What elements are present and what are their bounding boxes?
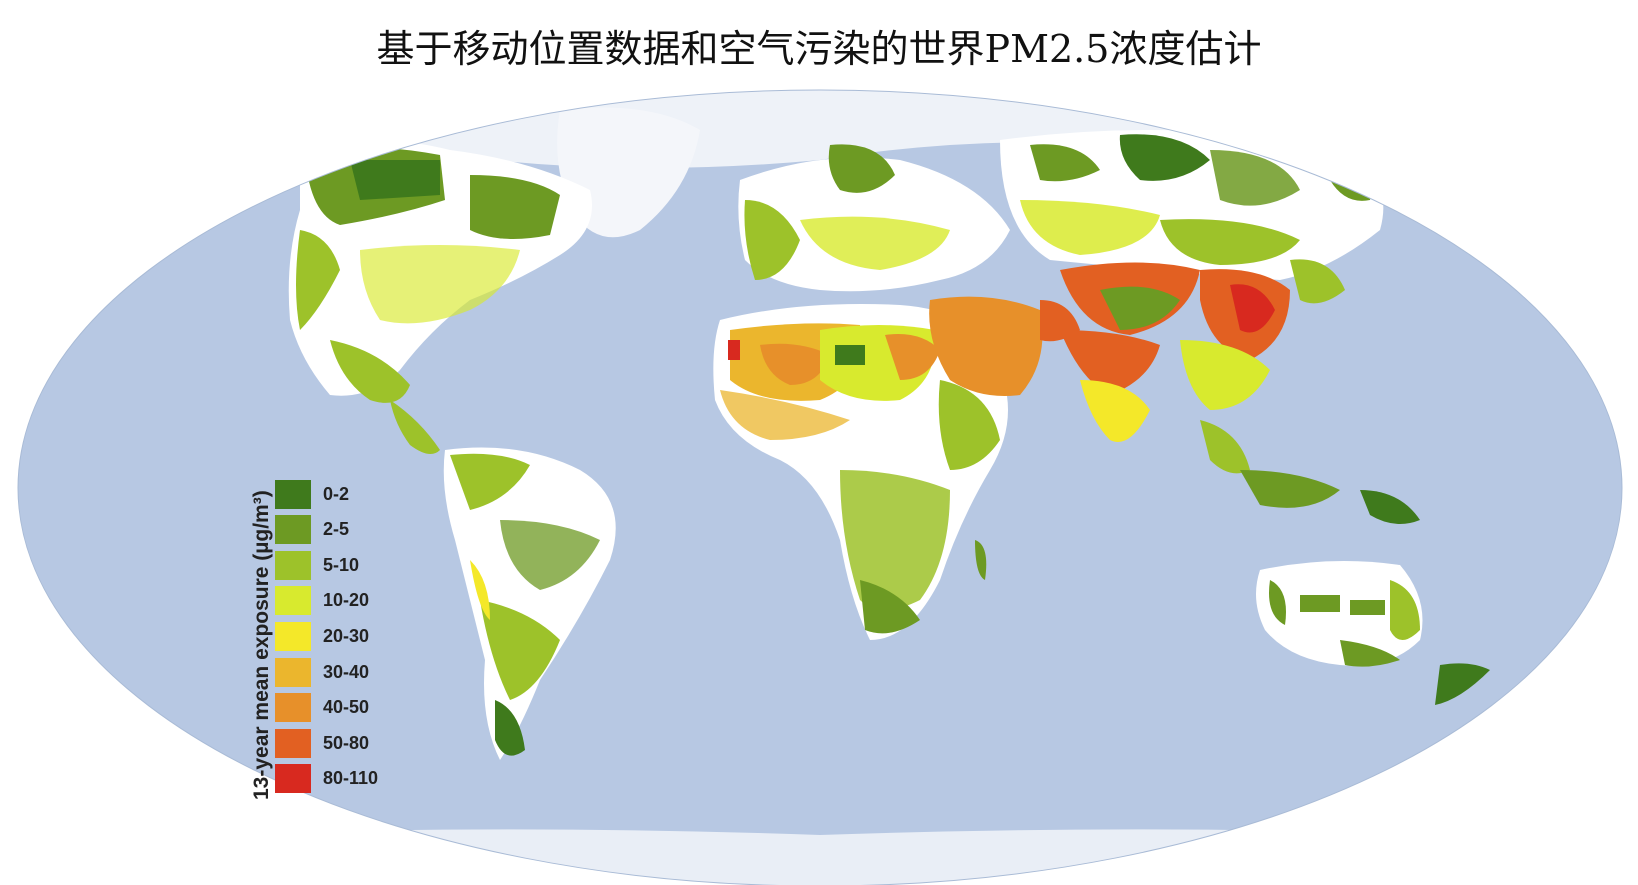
legend-item: 2-5 [275,514,349,546]
legend-swatch [275,515,311,545]
map-title: 基于移动位置数据和空气污染的世界PM2.5浓度估计 [376,27,1262,71]
legend-label: 5-10 [323,554,360,575]
legend-label: 2-5 [323,519,350,540]
legend-swatch [275,657,311,687]
legend-label: 80-110 [323,768,379,789]
legend-item: 40-50 [275,692,369,724]
legend-label: 40-50 [323,697,370,718]
legend-title: 13-year mean exposure (µg/m³) [250,490,273,800]
africa [713,304,1008,640]
legend-swatch [275,764,311,794]
asia [1000,130,1420,524]
south-america [443,447,616,760]
arctic-ice [18,90,1622,168]
legend-item: 30-40 [275,656,369,688]
legend-item: 80-110 [275,763,378,795]
europe [738,144,1010,292]
legend-swatch [275,693,311,723]
legend-swatch [275,479,311,509]
legend-label: 20-30 [323,625,370,646]
australia [1256,561,1490,705]
legend-item: 10-20 [275,585,369,617]
legend-label: 50-80 [323,732,370,753]
legend-swatch [275,550,311,580]
greenland [557,107,700,238]
antarctica [18,829,1622,885]
north-america [288,140,592,454]
legend: 13-year mean exposure (µg/m³) 0-2 2-5 5-10… [232,478,432,828]
legend-swatch [275,728,311,758]
legend-item: 50-80 [275,727,369,759]
legend-item: 5-10 [275,549,359,581]
legend-label: 10-20 [323,590,370,611]
legend-item: 20-30 [275,620,369,652]
legend-swatch [275,586,311,616]
legend-label: 0-2 [323,483,350,504]
legend-item: 0-2 [275,478,349,510]
legend-swatch [275,621,311,651]
legend-label: 30-40 [323,661,370,682]
